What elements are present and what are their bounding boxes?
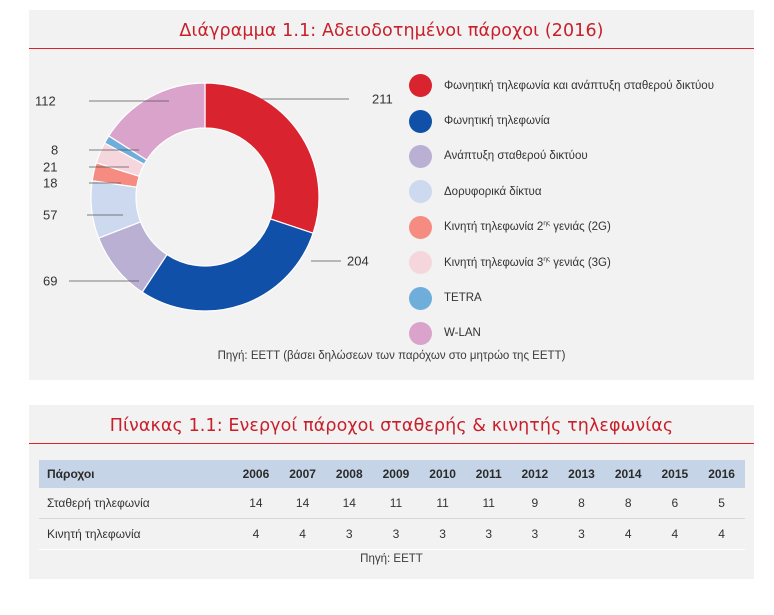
table-cell: 8 (624, 496, 632, 510)
chart-title: Διάγραμμα 1.1: Αδειοδοτημένοι πάροχοι (2… (179, 21, 604, 41)
table-cell: 14 (295, 496, 310, 510)
providers-table: Πάροχοι 2006 2007 2008 2009 2010 2011 2012 2013… (39, 460, 745, 550)
chart-panel: Διάγραμμα 1.1: Αδειοδοτημένοι πάροχοι (2… (29, 10, 754, 380)
legend-label: Δορυφορικά δίκτυα (444, 185, 542, 198)
donut-slice (107, 82, 206, 161)
table-cell: 6 (671, 496, 679, 510)
legend-item: Κινητή τηλεφωνία 2ης γενιάς (2G) (409, 210, 714, 245)
table-cell: 14 (249, 496, 263, 510)
legend-item: Δορυφορικά δίκτυα (409, 174, 714, 209)
slice-value-label: 21 (43, 160, 57, 175)
table-cell: 4 (299, 527, 306, 541)
row-label: Σταθερή τηλεφωνία (47, 496, 150, 510)
table-cell: 5 (718, 496, 725, 510)
table-year-header: 2009 (382, 467, 410, 481)
table-year-header: 2006 (242, 467, 270, 481)
table-cell: 3 (578, 527, 585, 541)
legend-label: W-LAN (444, 327, 481, 340)
table-cell: 4 (718, 527, 725, 541)
legend-label: Φωνητική τηλεφωνία (444, 115, 550, 128)
table-title-rule (29, 443, 754, 444)
donut-slice (141, 218, 314, 312)
legend-swatch (409, 286, 432, 310)
table-row: Σταθερή τηλεφωνία 14 14 14 11 11 11 9 8 8 6 5 (39, 488, 745, 519)
table-cell: 4 (252, 527, 260, 541)
table-year-header: 2011 (475, 467, 502, 481)
legend-swatch (409, 74, 432, 98)
table-year-header: 2016 (708, 467, 735, 481)
legend-item: W-LAN (409, 316, 714, 351)
table-cell: 3 (439, 527, 446, 541)
legend-item: Φωνητική τηλεφωνία και ανάπτυξη σταθερού… (409, 68, 714, 103)
table-panel: Πίνακας 1.1: Ενεργοί πάροχοι σταθερής & … (29, 405, 754, 579)
table-cell: 11 (436, 496, 449, 510)
legend-label: TETRA (444, 292, 482, 305)
slice-value-label: 69 (43, 274, 57, 289)
table-cell: 3 (485, 527, 493, 541)
table-year-header: 2014 (614, 467, 642, 481)
legend-item: TETRA (409, 280, 714, 315)
slice-value-label: 8 (51, 143, 58, 158)
table-year-header: 2007 (289, 467, 316, 481)
legend-label: Κινητή τηλεφωνία 2ης γενιάς (2G) (444, 220, 611, 234)
slice-value-label: 211 (372, 92, 393, 107)
table-source: Πηγή: ΕΕΤΤ (360, 553, 423, 565)
table-cell: 11 (389, 496, 403, 510)
table-year-header: 2015 (661, 467, 689, 481)
legend-swatch (409, 109, 432, 133)
legend-swatch (409, 144, 432, 168)
legend-label: Ανάπτυξη σταθερού δικτύου (444, 150, 588, 163)
table-header-row: Πάροχοι 2006 2007 2008 2009 2010 2011 2012 2013… (39, 460, 745, 488)
legend-label: Κινητή τηλεφωνία 3ης γενιάς (3G) (444, 255, 611, 269)
legend-swatch (409, 215, 432, 239)
chart-source: Πηγή: ΕΕΤΤ (βάσει δηλώσεων των παρόχων σ… (217, 350, 566, 362)
table-title: Πίνακας 1.1: Ενεργοί πάροχοι σταθερής & … (109, 416, 674, 436)
legend-swatch (409, 321, 432, 345)
table-cell: 11 (482, 496, 495, 510)
table-cell: 3 (345, 527, 353, 541)
table-cell: 3 (531, 527, 539, 541)
legend-swatch (409, 180, 432, 204)
table-cell: 14 (342, 496, 356, 510)
table-cell: 4 (671, 527, 679, 541)
legend-item: Φωνητική τηλεφωνία (409, 103, 714, 138)
chart-title-rule (29, 48, 754, 49)
donut-slice (204, 82, 320, 234)
legend-item: Κινητή τηλεφωνία 3ης γενιάς (3G) (409, 245, 714, 280)
slice-value-label: 204 (347, 254, 369, 269)
table-year-header: 2012 (521, 467, 549, 481)
chart-legend: Φωνητική τηλεφωνία και ανάπτυξη σταθερού… (409, 68, 714, 351)
slice-value-label: 112 (35, 94, 56, 109)
table-cell: 4 (624, 527, 632, 541)
table-cell: 9 (531, 496, 539, 510)
table-cell: 3 (392, 527, 400, 541)
slice-value-label: 18 (43, 176, 57, 191)
table-cell: 8 (578, 496, 585, 510)
legend-label: Φωνητική τηλεφωνία και ανάπτυξη σταθερού… (444, 79, 714, 92)
table-header-label: Πάροχοι (47, 467, 95, 481)
table-row: Κινητή τηλεφωνία 4 4 3 3 3 3 3 3 4 4 4 (39, 519, 745, 550)
table-year-header: 2010 (429, 467, 456, 481)
legend-swatch (409, 251, 432, 275)
table-year-header: 2013 (568, 467, 595, 481)
legend-item: Ανάπτυξη σταθερού δικτύου (409, 139, 714, 174)
slice-value-label: 57 (43, 208, 57, 223)
table-year-header: 2008 (335, 467, 363, 481)
row-label: Κινητή τηλεφωνία (47, 527, 141, 541)
